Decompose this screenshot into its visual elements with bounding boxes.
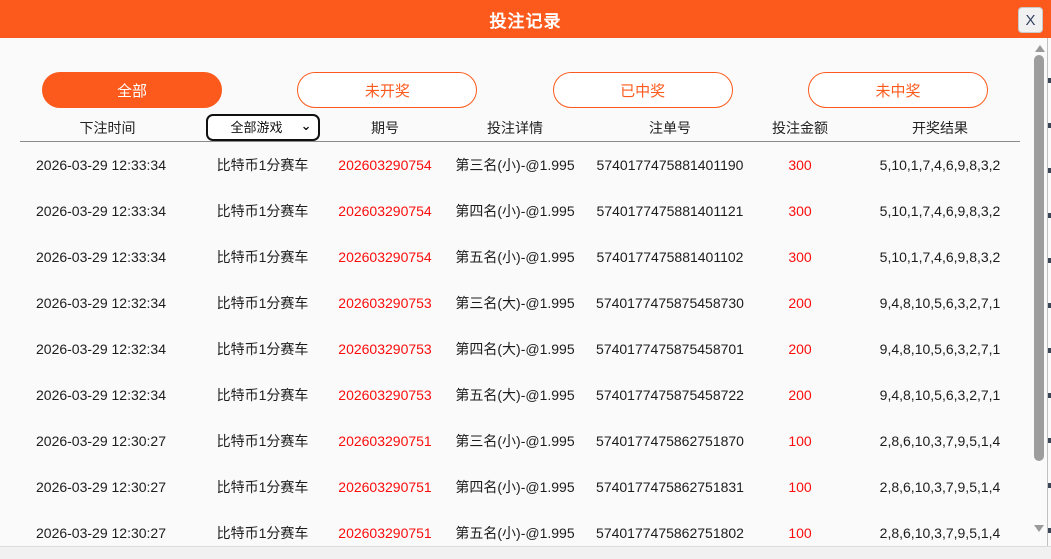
cell-bet-detail: 第四名(小)-@1.995 (455, 203, 575, 219)
cell-bet-time: 2026-03-29 12:33:34 (36, 203, 166, 219)
cell-bet-detail: 第四名(小)-@1.995 (455, 479, 575, 495)
cell-game-name: 比特币1分赛车 (216, 525, 309, 541)
cell-order-number: 5740177475881401102 (596, 249, 744, 265)
bottom-strip (0, 546, 1051, 559)
cell-draw-result: 5,10,1,7,4,6,9,8,3,2 (879, 203, 1001, 219)
cell-bet-time: 2026-03-29 12:30:27 (36, 479, 166, 495)
title-bar: 投注记录 X (0, 0, 1051, 38)
cell-period-number: 202603290754 (338, 157, 432, 173)
cell-period-number: 202603290751 (338, 479, 432, 495)
cell-draw-result: 9,4,8,10,5,6,3,2,7,1 (879, 387, 1001, 403)
cell-period-number: 202603290753 (338, 295, 432, 311)
filter-won-button[interactable]: 已中奖 (552, 72, 733, 108)
cell-bet-detail: 第四名(大)-@1.995 (455, 341, 575, 357)
cell-bet-time: 2026-03-29 12:33:34 (36, 157, 166, 173)
cell-bet-time: 2026-03-29 12:33:34 (36, 249, 166, 265)
cell-period-number: 202603290754 (338, 249, 432, 265)
cell-draw-result: 2,8,6,10,3,7,9,5,1,4 (879, 433, 1001, 449)
table-row: 2026-03-29 12:30:27 比特币1分赛车 202603290751… (20, 418, 1020, 464)
game-filter-select[interactable]: 全部游戏 (205, 114, 320, 141)
table-row: 2026-03-29 12:30:27 比特币1分赛车 202603290751… (20, 510, 1020, 556)
cell-draw-result: 9,4,8,10,5,6,3,2,7,1 (879, 341, 1001, 357)
filter-undrawn-button[interactable]: 未开奖 (297, 72, 478, 108)
cell-bet-detail: 第五名(小)-@1.995 (455, 525, 575, 541)
cell-game-name: 比特币1分赛车 (216, 479, 309, 495)
cell-period-number: 202603290754 (338, 203, 432, 219)
cell-bet-amount: 100 (788, 479, 812, 495)
table-header: 下注时间 全部游戏 ⌄ 期号 投注详情 注单号 投注金额 开奖结果 (20, 114, 1020, 142)
cell-draw-result: 5,10,1,7,4,6,9,8,3,2 (879, 157, 1001, 173)
cell-bet-amount: 200 (788, 387, 812, 403)
table-row: 2026-03-29 12:33:34 比特币1分赛车 202603290754… (20, 234, 1020, 280)
table-row: 2026-03-29 12:33:34 比特币1分赛车 202603290754… (20, 142, 1020, 188)
cell-period-number: 202603290753 (338, 387, 432, 403)
cell-period-number: 202603290751 (338, 433, 432, 449)
cell-bet-amount: 200 (788, 341, 812, 357)
cell-game-name: 比特币1分赛车 (216, 341, 309, 357)
page-title: 投注记录 (489, 11, 562, 31)
column-header-result: 开奖结果 (912, 119, 968, 136)
cell-order-number: 5740177475862751870 (596, 433, 744, 449)
scrollbar-thumb[interactable] (1034, 55, 1044, 461)
column-header-bet-detail: 投注详情 (487, 119, 543, 136)
cell-bet-time: 2026-03-29 12:30:27 (36, 525, 166, 541)
table-row: 2026-03-29 12:32:34 比特币1分赛车 202603290753… (20, 372, 1020, 418)
cell-bet-detail: 第三名(小)-@1.995 (455, 433, 575, 449)
cell-bet-time: 2026-03-29 12:32:34 (36, 387, 166, 403)
cell-bet-time: 2026-03-29 12:32:34 (36, 341, 166, 357)
cell-bet-detail: 第三名(大)-@1.995 (455, 295, 575, 311)
cell-bet-detail: 第五名(大)-@1.995 (455, 387, 575, 403)
cell-order-number: 5740177475862751831 (596, 479, 744, 495)
filter-all-button[interactable]: 全部 (42, 72, 222, 108)
cell-bet-amount: 300 (788, 249, 812, 265)
cell-order-number: 5740177475875458730 (596, 295, 744, 311)
cell-game-name: 比特币1分赛车 (216, 249, 309, 265)
cell-order-number: 5740177475862751802 (596, 525, 744, 541)
table-row: 2026-03-29 12:30:27 比特币1分赛车 202603290751… (20, 464, 1020, 510)
vertical-scrollbar[interactable] (1033, 41, 1046, 542)
cell-draw-result: 9,4,8,10,5,6,3,2,7,1 (879, 295, 1001, 311)
filter-lost-button[interactable]: 未中奖 (807, 72, 988, 108)
cell-bet-amount: 200 (788, 295, 812, 311)
cell-period-number: 202603290751 (338, 525, 432, 541)
cell-bet-detail: 第三名(小)-@1.995 (455, 157, 575, 173)
column-header-period: 期号 (371, 119, 399, 136)
cell-order-number: 5740177475881401121 (596, 203, 744, 219)
cell-bet-amount: 300 (788, 203, 812, 219)
cell-order-number: 5740177475881401190 (596, 157, 744, 173)
filter-bar: 全部 未开奖 已中奖 未中奖 (42, 72, 988, 108)
cell-bet-amount: 300 (788, 157, 812, 173)
scroll-up-arrow-icon[interactable] (1034, 45, 1045, 52)
scroll-down-arrow-icon[interactable] (1034, 525, 1044, 532)
cell-order-number: 5740177475875458722 (596, 387, 744, 403)
cell-game-name: 比特币1分赛车 (216, 295, 309, 311)
table-row: 2026-03-29 12:32:34 比特币1分赛车 202603290753… (20, 280, 1020, 326)
cell-bet-time: 2026-03-29 12:30:27 (36, 433, 166, 449)
table-row: 2026-03-29 12:33:34 比特币1分赛车 202603290754… (20, 188, 1020, 234)
cell-order-number: 5740177475875458701 (596, 341, 744, 357)
column-header-amount: 投注金额 (772, 119, 828, 136)
cell-game-name: 比特币1分赛车 (216, 433, 309, 449)
cell-draw-result: 2,8,6,10,3,7,9,5,1,4 (879, 525, 1001, 541)
cell-bet-amount: 100 (788, 433, 812, 449)
cell-game-name: 比特币1分赛车 (216, 387, 309, 403)
cell-draw-result: 5,10,1,7,4,6,9,8,3,2 (879, 249, 1001, 265)
cell-period-number: 202603290753 (338, 341, 432, 357)
column-header-order-no: 注单号 (649, 119, 691, 136)
table-row: 2026-03-29 12:32:34 比特币1分赛车 202603290753… (20, 326, 1020, 372)
game-filter: 全部游戏 ⌄ (205, 114, 320, 141)
cell-draw-result: 2,8,6,10,3,7,9,5,1,4 (879, 479, 1001, 495)
cell-bet-detail: 第五名(小)-@1.995 (455, 249, 575, 265)
cell-game-name: 比特币1分赛车 (216, 157, 309, 173)
cell-bet-amount: 100 (788, 525, 812, 541)
column-header-bet-time: 下注时间 (79, 119, 136, 136)
table-body: 2026-03-29 12:33:34 比特币1分赛车 202603290754… (20, 142, 1020, 556)
cell-bet-time: 2026-03-29 12:32:34 (36, 295, 166, 311)
cell-game-name: 比特币1分赛车 (216, 203, 309, 219)
close-button[interactable]: X (1018, 7, 1043, 33)
right-edge-strip (1047, 38, 1051, 546)
